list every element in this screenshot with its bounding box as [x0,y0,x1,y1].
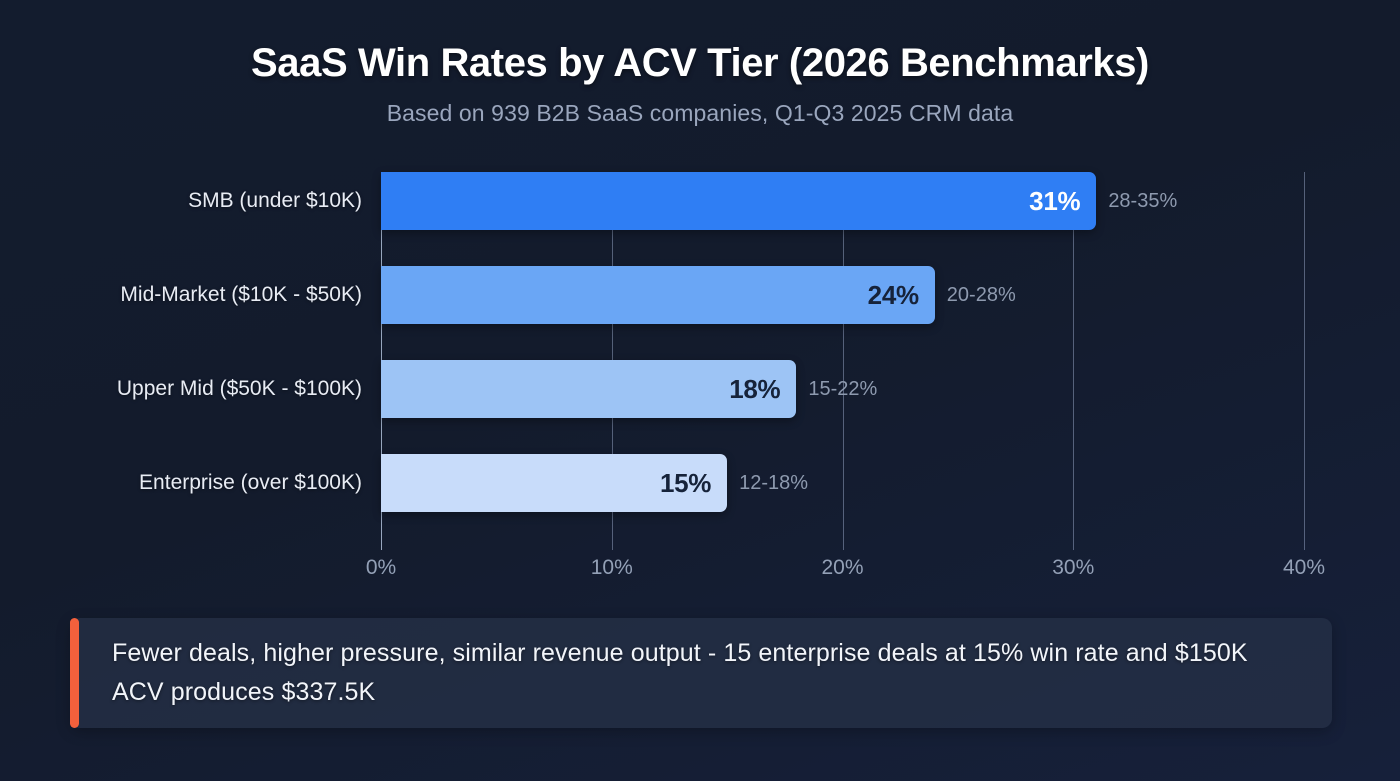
bar-range-label: 12-18% [739,472,809,494]
bar-row: Mid-Market ($10K - $50K) 24% 20-28% [0,266,1400,324]
category-label: Enterprise (over $100K) [139,471,362,494]
bar-value-label: 18% [729,374,781,404]
bar-4[interactable] [381,454,728,512]
bar-range-label: 28-35% [1108,190,1178,212]
bar-3[interactable] [381,360,797,418]
bar-track: 15% 12-18% [381,454,1304,512]
bar-value-label: 15% [659,468,712,498]
callout-accent-bar [70,618,79,728]
bar-row: Upper Mid ($50K - $100K) 18% 15-22% [0,360,1400,418]
x-axis-tick-labels: 0% 10% 20% 30% 40% [0,556,1400,596]
category-label: Upper Mid ($50K - $100K) [116,377,362,400]
chart-header: SaaS Win Rates by ACV Tier (2026 Benchma… [0,0,1400,127]
bar-track: 31% 28-35% [381,172,1304,230]
category-label: SMB (under $10K) [188,189,362,212]
category-label: Mid-Market ($10K - $50K) [120,283,362,306]
bar-2[interactable] [381,266,935,324]
chart-title: SaaS Win Rates by ACV Tier (2026 Benchma… [251,41,1149,85]
callout-text: Fewer deals, higher pressure, similar re… [112,639,1248,706]
x-tick-20%: 20% [821,556,864,579]
x-tick-10%: 10% [590,556,633,579]
chart-subtitle: Based on 939 B2B SaaS companies, Q1-Q3 2… [386,100,1014,126]
bar-range-label: 15-22% [808,378,878,400]
x-tick-0%: 0% [365,556,397,579]
bar-track: 24% 20-28% [381,266,1304,324]
bar-chart-plot: SMB (under $10K) 31% 28-35% Mid-Market ($10… [0,172,1400,550]
x-tick-40%: 40% [1282,556,1326,579]
bar-1[interactable] [381,172,1097,230]
bar-row: Enterprise (over $100K) 15% 12-18% [0,454,1400,512]
bar-track: 18% 15-22% [381,360,1304,418]
insight-callout: Fewer deals, higher pressure, similar re… [70,618,1332,728]
bar-row: SMB (under $10K) 31% 28-35% [0,172,1400,230]
bar-value-label: 31% [1029,186,1081,216]
bar-range-label: 20-28% [946,284,1016,306]
x-tick-30%: 30% [1052,556,1095,579]
bar-value-label: 24% [867,280,919,310]
